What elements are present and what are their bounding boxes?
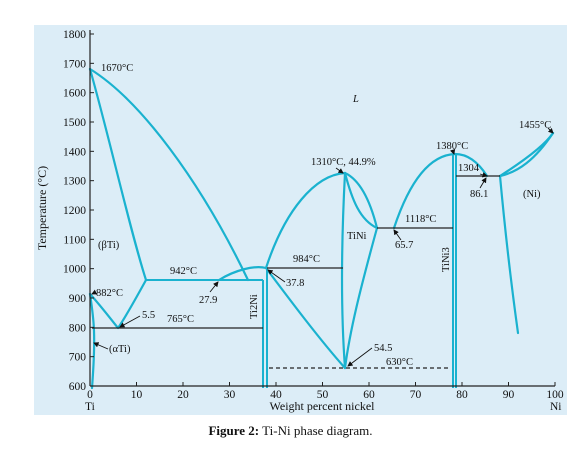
arrow-1310 bbox=[335, 167, 344, 174]
label-beta-ti: (βTi) bbox=[98, 240, 120, 251]
label-ti2ni: Ti2Ni bbox=[249, 294, 260, 319]
tini-solidus-right bbox=[343, 171, 379, 230]
x-right-element: Ni bbox=[550, 401, 562, 413]
ni-solidus bbox=[498, 131, 555, 178]
x-left-element: Ti bbox=[85, 401, 95, 413]
label-ti-melt: 1670°C bbox=[101, 63, 133, 74]
x-axis-title: Weight percent nickel bbox=[270, 399, 376, 413]
label-942: 942°C bbox=[170, 266, 197, 277]
y-tick-label: 900 bbox=[69, 293, 87, 305]
arrow-1380 bbox=[450, 148, 456, 155]
label-54-5: 54.5 bbox=[374, 343, 392, 354]
label-630: 630°C bbox=[386, 357, 413, 368]
label-37-8: 37.8 bbox=[286, 278, 304, 289]
leader-arrows bbox=[91, 127, 554, 367]
label-5-5: 5.5 bbox=[142, 310, 155, 321]
arrow-54-5 bbox=[347, 347, 373, 367]
x-tick-label: 40 bbox=[270, 389, 282, 401]
y-tick-label: 800 bbox=[69, 322, 87, 334]
arrow-alpha bbox=[93, 342, 109, 350]
x-tick-label: 90 bbox=[503, 389, 515, 401]
ni-solvus bbox=[498, 174, 520, 335]
liquidus-ti2ni bbox=[217, 266, 268, 282]
invariant-lines bbox=[146, 154, 457, 388]
label-65-7: 65.7 bbox=[395, 240, 413, 251]
label-ni-phase: (Ni) bbox=[523, 189, 541, 200]
x-tick-label: 80 bbox=[456, 389, 468, 401]
y-tick-label: 700 bbox=[69, 352, 87, 364]
arrow-1455 bbox=[547, 127, 554, 134]
y-tick-label: 1500 bbox=[63, 117, 86, 129]
label-765: 765°C bbox=[167, 314, 194, 325]
label-1304: 1304 bbox=[458, 163, 480, 174]
tini-solidus-left bbox=[340, 171, 347, 370]
tini-solvus-lower bbox=[343, 226, 379, 370]
tick-labels: 0 10 20 30 40 50 60 70 80 90 100 600 700 800 900 1000 11… bbox=[63, 29, 564, 401]
x-tick-label: 0 bbox=[87, 389, 93, 401]
caption-label: Figure 2: bbox=[208, 423, 260, 438]
arrow-37-8 bbox=[267, 269, 286, 283]
label-984: 984°C bbox=[293, 254, 320, 265]
x-tick-label: 30 bbox=[224, 389, 236, 401]
y-tick-label: 1300 bbox=[63, 176, 86, 188]
alpha-solvus bbox=[88, 292, 96, 390]
y-tick-label: 600 bbox=[69, 381, 87, 393]
arrow-1304 bbox=[479, 172, 488, 178]
solidus-ti-side bbox=[88, 67, 148, 282]
label-tini: TiNi bbox=[347, 231, 367, 242]
y-tick-label: 1600 bbox=[63, 88, 86, 100]
label-882: 882°C bbox=[96, 288, 123, 299]
liquidus-ti-side bbox=[88, 67, 250, 282]
label-27-9: 27.9 bbox=[199, 295, 217, 306]
y-tick-label: 1400 bbox=[63, 146, 86, 158]
label-tini3-max: 1380°C bbox=[436, 141, 468, 152]
label-alpha-ti: (αTi) bbox=[109, 344, 131, 355]
y-tick-label: 1200 bbox=[63, 205, 86, 217]
liquidus-tini-right bbox=[343, 171, 379, 230]
label-ni-melt: 1455°C bbox=[519, 120, 551, 131]
label-1118: 1118°C bbox=[405, 214, 436, 225]
caption-text: Ti-Ni phase diagram. bbox=[259, 423, 373, 438]
y-tick-label: 1700 bbox=[63, 58, 86, 70]
y-tick-label: 1100 bbox=[63, 234, 86, 246]
y-axis-title: Temperature (°C) bbox=[35, 166, 49, 250]
axis-ticks bbox=[89, 33, 556, 387]
arrow-27-9 bbox=[209, 281, 219, 293]
y-tick-label: 1800 bbox=[63, 29, 86, 41]
invariant-lines-dark bbox=[92, 175, 500, 369]
label-tini3: TiNi3 bbox=[441, 247, 452, 272]
x-tick-label: 50 bbox=[317, 389, 329, 401]
label-tini-max: 1310°C, 44.9% bbox=[311, 157, 376, 168]
arrow-5-5 bbox=[119, 315, 141, 328]
label-86-1: 86.1 bbox=[470, 189, 488, 200]
phase-boundaries bbox=[88, 67, 555, 390]
label-liquid: L bbox=[352, 94, 359, 105]
arrow-65-7 bbox=[393, 229, 402, 241]
x-tick-label: 10 bbox=[131, 389, 143, 401]
y-tick-label: 1000 bbox=[63, 264, 86, 276]
x-tick-label: 100 bbox=[546, 389, 564, 401]
arrow-86-1 bbox=[479, 177, 487, 189]
tini-lower-left bbox=[264, 266, 347, 370]
x-tick-label: 60 bbox=[363, 389, 375, 401]
arrow-882 bbox=[91, 289, 98, 295]
x-tick-label: 70 bbox=[410, 389, 422, 401]
liquidus-tini-left bbox=[264, 171, 347, 270]
plot-panel bbox=[34, 25, 567, 415]
x-tick-label: 20 bbox=[177, 389, 189, 401]
figure-caption: Figure 2: Ti-Ni phase diagram. bbox=[0, 423, 581, 439]
